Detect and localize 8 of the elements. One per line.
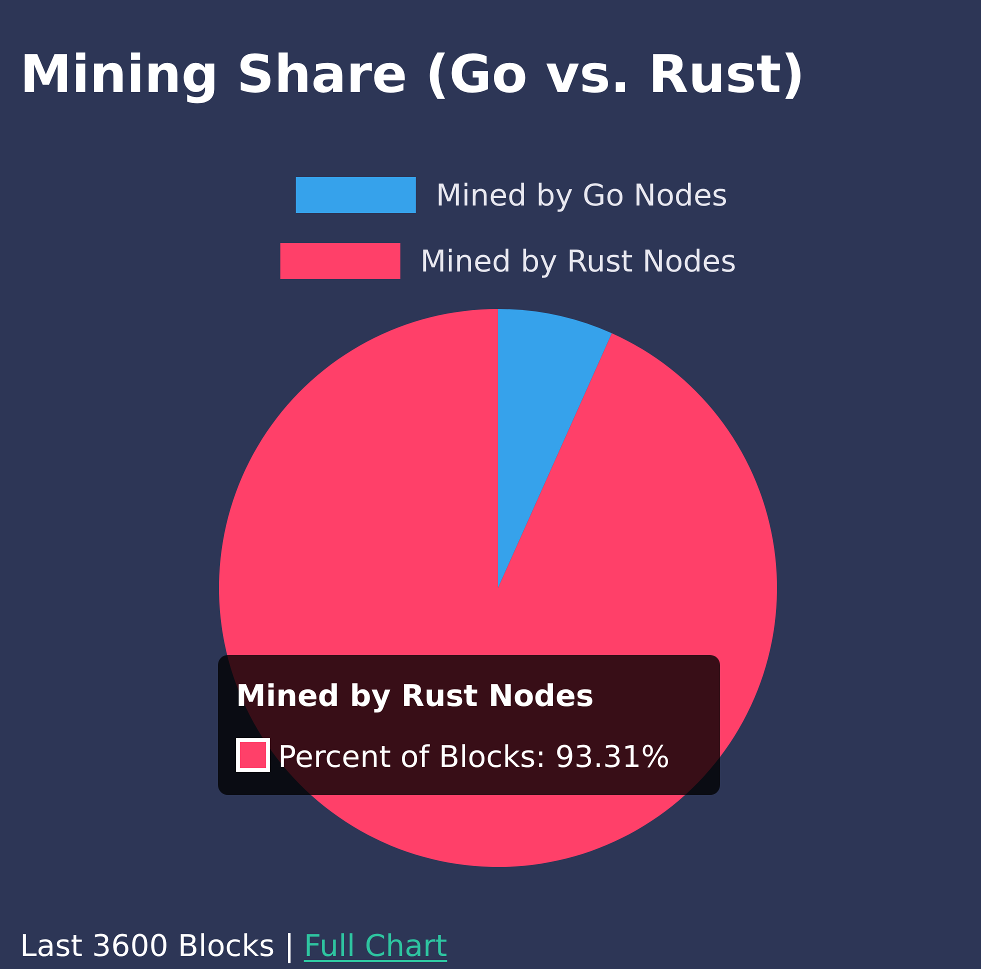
legend-label: Mined by Go Nodes bbox=[436, 178, 728, 214]
pie-slice bbox=[498, 309, 612, 588]
legend-label: Mined by Rust Nodes bbox=[420, 244, 736, 280]
text: Percent of Blocks: 93.31% bbox=[278, 740, 670, 775]
text: Last 3600 Blocks | bbox=[20, 929, 304, 964]
chart-title: Mining Share (Go vs. Rust) bbox=[20, 45, 805, 105]
text: Mined by Rust Nodes bbox=[236, 679, 594, 714]
text: Full Chart bbox=[304, 929, 448, 964]
